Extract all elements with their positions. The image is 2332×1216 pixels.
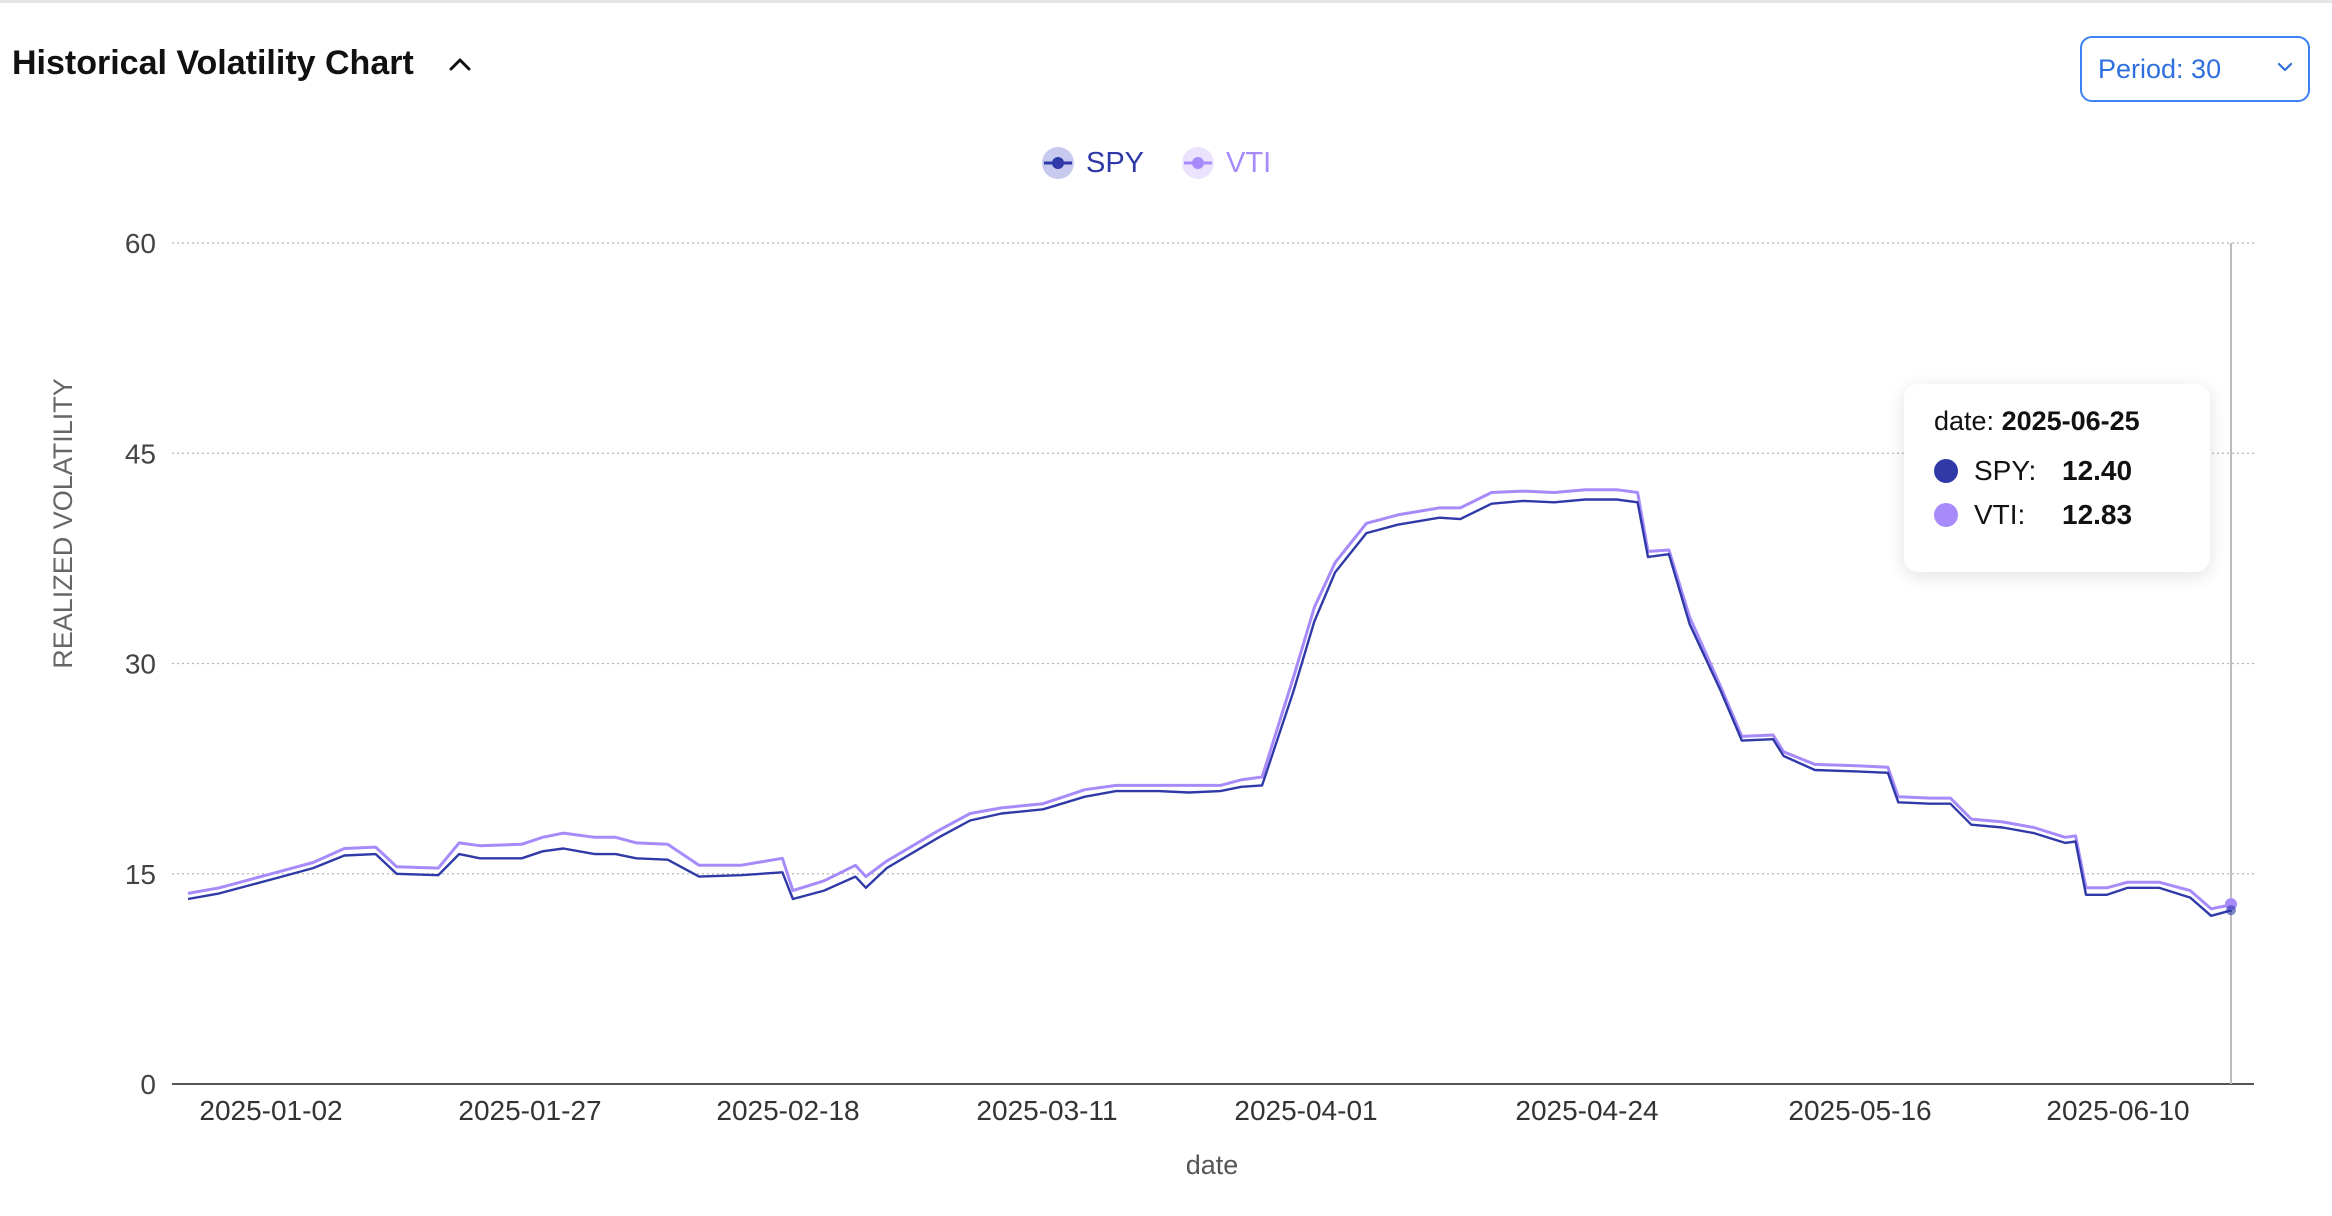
y-tick-label: 60 bbox=[125, 228, 156, 259]
tooltip-date-label: date: bbox=[1934, 406, 1995, 436]
chart-header: Historical Volatility Chart bbox=[12, 44, 478, 83]
x-tick-label: 2025-01-02 bbox=[199, 1095, 342, 1126]
tooltip-name-vti: VTI: bbox=[1974, 499, 2026, 530]
period-label: Period: 30 bbox=[2098, 53, 2222, 84]
page-title: Historical Volatility Chart bbox=[12, 44, 414, 82]
y-tick-label: 30 bbox=[125, 649, 156, 680]
x-tick-label: 2025-05-16 bbox=[1788, 1095, 1931, 1126]
legend-item-spy[interactable]: SPY bbox=[1040, 145, 1144, 181]
legend-label-vti: VTI bbox=[1226, 146, 1272, 179]
x-tick-label: 2025-04-24 bbox=[1515, 1095, 1658, 1126]
tooltip-dot-vti bbox=[1934, 503, 1958, 527]
tooltip-row-spy: SPY: 12.40 bbox=[1934, 455, 2180, 487]
series-line-vti bbox=[187, 488, 2233, 911]
tooltip-value-vti: 12.83 bbox=[2062, 499, 2133, 530]
x-tick-label: 2025-01-27 bbox=[458, 1095, 601, 1126]
chart-tooltip: date: 2025-06-25 SPY: 12.40 VTI: 12.83 bbox=[1904, 384, 2210, 572]
period-select[interactable]: Period: 30 bbox=[2080, 36, 2310, 102]
y-tick-label: 45 bbox=[125, 438, 156, 469]
x-axis-title: date bbox=[1186, 1150, 1239, 1180]
legend-marker-vti bbox=[1182, 147, 1215, 179]
tooltip-date: date: 2025-06-25 bbox=[1934, 406, 2180, 437]
top-divider bbox=[0, 0, 2332, 3]
legend-item-vti[interactable]: VTI bbox=[1180, 145, 1271, 181]
x-tick-label: 2025-06-10 bbox=[2046, 1095, 2189, 1126]
tooltip-row-vti: VTI: 12.83 bbox=[1934, 499, 2180, 531]
chevron-down-icon bbox=[2276, 60, 2294, 78]
tooltip-date-value: 2025-06-25 bbox=[2001, 406, 2140, 436]
x-tick-label: 2025-02-18 bbox=[716, 1095, 859, 1126]
tooltip-dot-spy bbox=[1934, 459, 1958, 483]
chevron-up-icon[interactable] bbox=[442, 46, 478, 82]
y-axis-title: REALIZED VOLATILITY bbox=[48, 378, 78, 669]
legend-label-spy: SPY bbox=[1086, 146, 1145, 179]
x-tick-label: 2025-03-11 bbox=[976, 1095, 1117, 1126]
chart-legend: SPY VTI bbox=[1040, 145, 1271, 181]
tooltip-value-spy: 12.40 bbox=[2062, 455, 2133, 486]
y-tick-label: 15 bbox=[125, 859, 156, 890]
x-tick-label: 2025-04-01 bbox=[1234, 1095, 1377, 1126]
y-tick-label: 0 bbox=[140, 1069, 156, 1100]
series-line-spy bbox=[187, 498, 2233, 917]
hover-point-spy bbox=[2226, 905, 2236, 916]
tooltip-name-spy: SPY: bbox=[1974, 455, 2037, 486]
legend-marker-spy bbox=[1042, 147, 1074, 179]
